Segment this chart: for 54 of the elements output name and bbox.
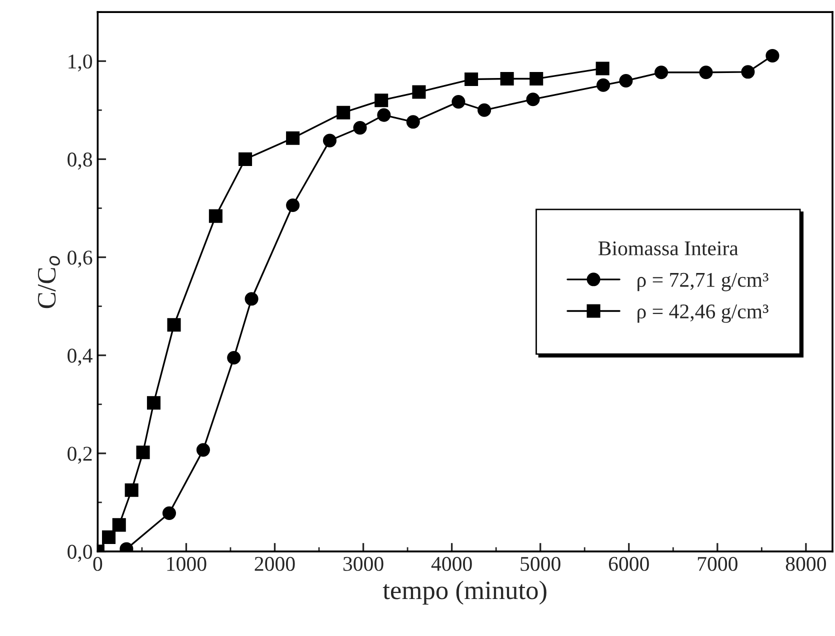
- x-tick-label: 4000: [431, 556, 472, 571]
- point: [322, 134, 336, 148]
- x-tick-label: 3000: [343, 556, 384, 571]
- y-axis-title: C/C$_{o}$: [38, 256, 60, 308]
- point: [452, 95, 466, 109]
- y-tick-label: 0,2: [68, 446, 92, 464]
- point: [124, 483, 138, 497]
- point: [136, 446, 150, 460]
- y-tick-label: 0,8: [68, 152, 92, 170]
- x-tick-label: 1000: [167, 556, 206, 571]
- point: [596, 62, 610, 76]
- point: [286, 198, 300, 212]
- point: [208, 209, 222, 223]
- point: [102, 530, 116, 544]
- x-tick-label: 0: [93, 556, 102, 571]
- point: [112, 518, 126, 532]
- x-tick-label: 6000: [608, 556, 649, 571]
- point: [227, 350, 241, 365]
- x-tick-label: 8000: [786, 556, 826, 571]
- point: [167, 318, 181, 332]
- point: [699, 66, 713, 80]
- point: [162, 506, 176, 520]
- point: [336, 106, 350, 120]
- point: [412, 85, 426, 99]
- point: [766, 48, 780, 62]
- point: [406, 115, 420, 129]
- point: [353, 121, 367, 135]
- point: [464, 72, 478, 86]
- x-tick-label: 5000: [520, 556, 560, 571]
- y-tick-label: 0,6: [68, 250, 92, 268]
- point: [500, 72, 514, 86]
- x-tick-label: 2000: [254, 556, 295, 571]
- point: [478, 103, 492, 117]
- point: [244, 292, 258, 306]
- y-tick-label: 1,0: [68, 54, 92, 72]
- point: [530, 72, 544, 86]
- y-tick-label: 0,0: [68, 544, 92, 562]
- point: [526, 92, 540, 106]
- point: [374, 94, 388, 108]
- point: [196, 443, 210, 457]
- legend-label: ρ = 72,71 g/cm³: [638, 272, 768, 292]
- point: [741, 65, 755, 79]
- point: [654, 66, 668, 80]
- point: [238, 152, 252, 166]
- point: [619, 74, 633, 88]
- x-axis-title: tempo (minuto): [382, 580, 546, 605]
- point: [377, 108, 391, 122]
- x-tick-label: 7000: [698, 556, 738, 571]
- point: [146, 396, 161, 410]
- y-tick-label: 0,4: [68, 348, 93, 366]
- point: [286, 131, 300, 145]
- point: [596, 78, 610, 92]
- legend-label: ρ = 42,46 g/cm³: [638, 304, 768, 323]
- legend-title: Biomassa Inteira: [598, 241, 738, 256]
